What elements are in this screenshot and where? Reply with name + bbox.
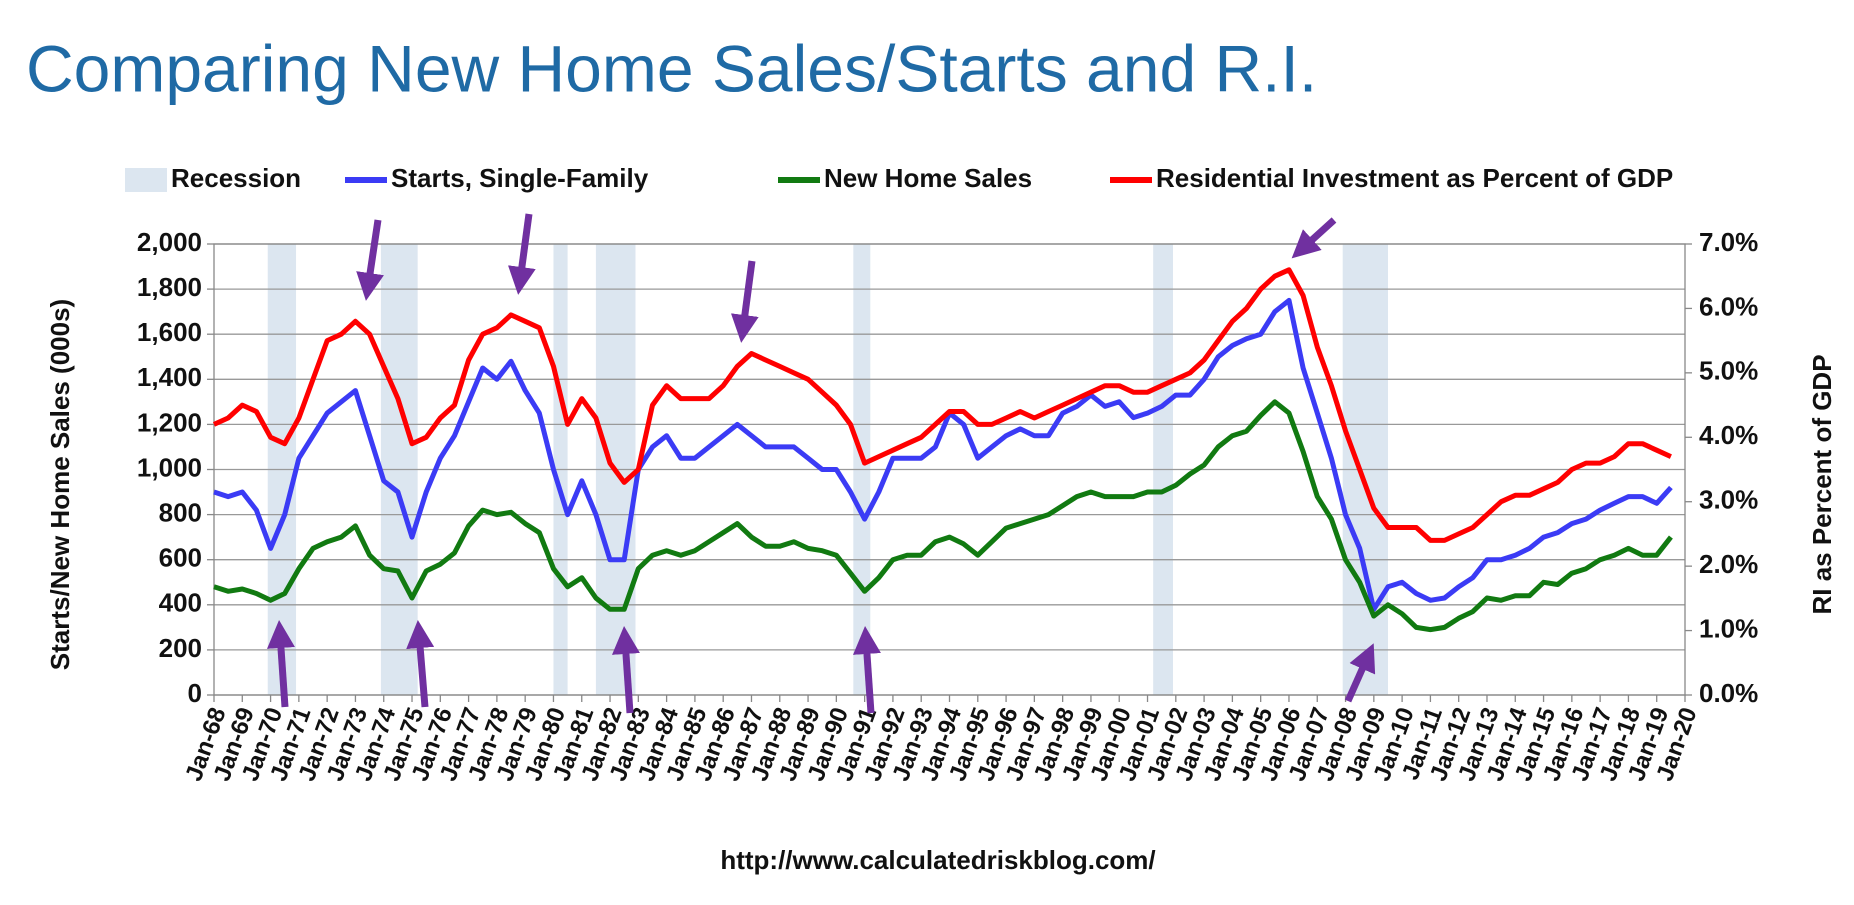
chart-title: Comparing New Home Sales/Starts and R.I. bbox=[26, 31, 1317, 105]
y-tick-label: 1,600 bbox=[137, 317, 202, 347]
y-tick-label: 600 bbox=[159, 543, 202, 573]
y-tick-label: 400 bbox=[159, 588, 202, 618]
y-tick-label: 800 bbox=[159, 497, 202, 527]
plot-frame bbox=[213, 243, 1686, 696]
legend-label: New Home Sales bbox=[824, 163, 1032, 193]
series-line bbox=[212, 267, 1672, 543]
legend-label: Residential Investment as Percent of GDP bbox=[1156, 163, 1673, 193]
y-tick-label: 200 bbox=[159, 633, 202, 663]
arrow bbox=[406, 620, 435, 708]
y-tick-label: 0 bbox=[188, 678, 202, 708]
arrow bbox=[1344, 643, 1376, 703]
legend-label: Starts, Single-Family bbox=[391, 163, 649, 193]
source-note: http://www.calculatedriskblog.com/ bbox=[720, 845, 1155, 875]
y2-tick-label: 6.0% bbox=[1699, 291, 1758, 321]
arrow bbox=[266, 620, 295, 708]
y2-tick-label: 0.0% bbox=[1699, 678, 1758, 708]
arrow bbox=[730, 260, 759, 343]
y2-tick-label: 1.0% bbox=[1699, 613, 1758, 643]
y-axis-title: Starts/New Home Sales (000s) bbox=[45, 299, 75, 670]
y2-axis-title: RI as Percent of GDP bbox=[1807, 354, 1837, 614]
legend-label: Recession bbox=[171, 163, 301, 193]
y2-tick-label: 7.0% bbox=[1699, 227, 1758, 257]
series-line bbox=[213, 297, 1673, 612]
arrow bbox=[356, 219, 384, 301]
y2-tick-label: 2.0% bbox=[1699, 549, 1758, 579]
y2-tick-label: 3.0% bbox=[1699, 485, 1758, 515]
arrow bbox=[507, 213, 536, 295]
arrow bbox=[611, 626, 640, 714]
y-tick-label: 1,200 bbox=[137, 407, 202, 437]
legend-swatch bbox=[125, 168, 167, 192]
y2-tick-label: 5.0% bbox=[1699, 356, 1758, 386]
y2-tick-label: 4.0% bbox=[1699, 420, 1758, 450]
annotation-arrows bbox=[266, 213, 1376, 714]
y-tick-label: 1,400 bbox=[137, 362, 202, 392]
series-line bbox=[213, 399, 1673, 633]
y-tick-label: 2,000 bbox=[137, 227, 202, 257]
arrow bbox=[852, 626, 881, 714]
arrow bbox=[1291, 217, 1337, 259]
y-tick-label: 1,800 bbox=[137, 272, 202, 302]
y-tick-label: 1,000 bbox=[137, 452, 202, 482]
